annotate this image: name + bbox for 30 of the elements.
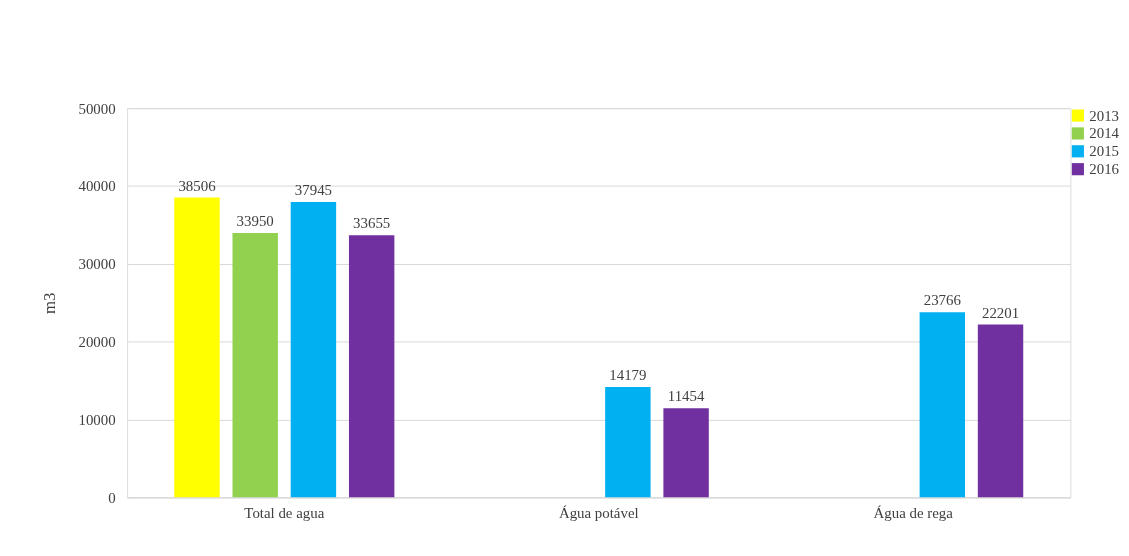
x-tick-label: Água de rega (873, 504, 954, 521)
y-tick-label: 30000 (78, 256, 116, 273)
data-label: 22201 (981, 304, 1020, 321)
y-tick-label: 20000 (78, 334, 116, 351)
legend-label: 2014 (1089, 125, 1120, 142)
data-label: 23766 (923, 292, 961, 309)
data-label: 33655 (353, 215, 391, 232)
bar (663, 408, 709, 498)
bar (977, 324, 1024, 498)
y-tick-label: 40000 (78, 178, 116, 195)
y-axis-title: m3 (39, 292, 59, 315)
legend-label: 2016 (1089, 161, 1120, 178)
bar (290, 201, 337, 498)
x-tick-label: Água potável (558, 504, 639, 521)
legend-label: 2013 (1089, 107, 1120, 124)
legend-label: 2015 (1089, 143, 1120, 160)
y-tick-label: 10000 (78, 411, 116, 428)
y-tick-label: 50000 (78, 100, 116, 117)
data-label: 37945 (294, 182, 333, 199)
data-label: 33950 (236, 213, 274, 230)
data-label: 11454 (667, 388, 705, 405)
y-tick-label: 0 (108, 489, 116, 506)
x-tick-label: Total de agua (244, 504, 325, 521)
bar (348, 235, 395, 498)
bar (605, 386, 651, 498)
bar (919, 312, 966, 498)
data-label: 38506 (178, 177, 216, 194)
data-label: 14179 (609, 367, 647, 384)
bar (174, 197, 220, 498)
bar (232, 233, 278, 498)
